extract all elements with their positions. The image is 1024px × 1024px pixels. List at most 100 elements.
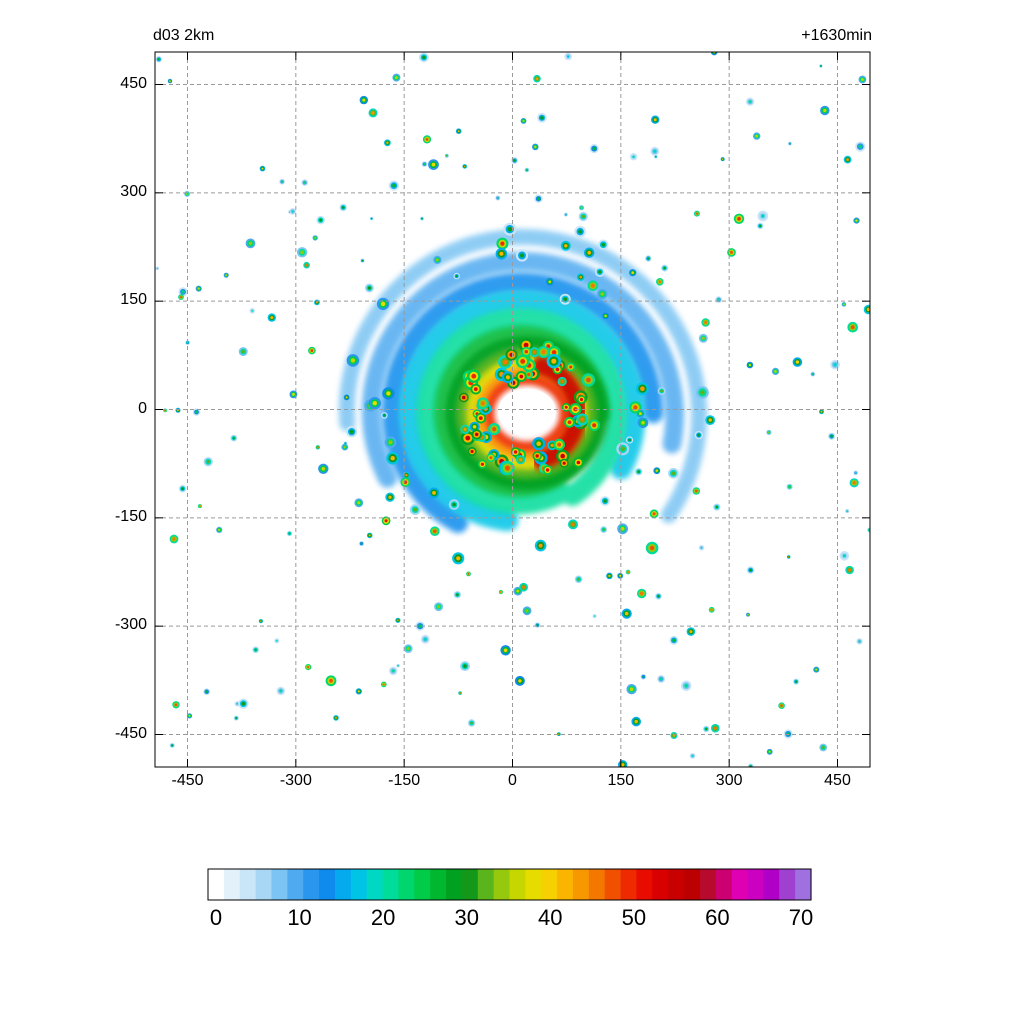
convective-cell-257 <box>384 139 391 147</box>
convective-cell-147 <box>216 526 223 534</box>
convective-cell-57 <box>515 371 527 382</box>
convective-cell-185 <box>705 415 716 425</box>
convective-cell-103 <box>600 526 608 533</box>
convective-cell-180 <box>286 530 293 537</box>
convective-cell-264 <box>333 715 339 721</box>
rainband-3 <box>398 289 646 532</box>
convective-cell-53 <box>515 354 530 369</box>
convective-cell-287 <box>238 698 249 709</box>
colorbar-swatch-29 <box>668 869 685 900</box>
convective-cell-234 <box>252 646 259 653</box>
convective-cell-268 <box>315 445 320 450</box>
colorbar-swatch-18 <box>493 869 511 900</box>
colorbar-tick-label: 20 <box>370 905 396 930</box>
colorbar-swatch-9 <box>350 869 368 900</box>
convective-cell-41 <box>521 346 532 357</box>
colorbar-swatch-2 <box>239 869 257 900</box>
convective-cell-252 <box>863 304 870 315</box>
convective-cell-50 <box>577 395 586 404</box>
convective-cell-68 <box>458 392 469 403</box>
x-tick-label: 150 <box>607 772 635 789</box>
convective-cell-289 <box>195 285 202 292</box>
convective-cell-87 <box>637 417 649 429</box>
convective-cell-230 <box>495 195 501 201</box>
colorbar-swatch-21 <box>541 869 558 900</box>
convective-cell-80 <box>382 387 395 400</box>
colorbar-swatch-6 <box>303 869 320 900</box>
convective-cell-164 <box>819 743 828 752</box>
convective-cell-56 <box>573 457 584 468</box>
convective-cell-175 <box>654 154 658 159</box>
colorbar-tick-label: 0 <box>209 905 223 930</box>
colorbar-swatch-1 <box>223 869 241 900</box>
convective-cell-265 <box>172 701 180 709</box>
convective-cell-284 <box>533 74 541 83</box>
x-tick-label: -450 <box>171 772 204 789</box>
convective-cell-304 <box>786 483 793 490</box>
colorbar-swatch-32 <box>715 869 733 900</box>
convective-cells <box>155 52 870 767</box>
convective-cell-170 <box>444 153 449 158</box>
convective-cell-113 <box>386 451 400 465</box>
convective-cell-224 <box>701 318 710 327</box>
convective-cell-166 <box>786 555 791 559</box>
convective-cell-116 <box>384 436 397 449</box>
convective-cell-305 <box>771 367 780 375</box>
convective-cell-311 <box>514 675 525 686</box>
convective-cell-64 <box>476 397 489 410</box>
y-tick-label: 300 <box>120 182 147 200</box>
convective-cell-204 <box>810 371 816 377</box>
convective-cell-58 <box>477 459 487 469</box>
convective-cell-286 <box>366 532 373 539</box>
convective-cell-242 <box>853 470 859 476</box>
convective-cell-120 <box>430 526 440 536</box>
colorbar-tick-label: 50 <box>621 905 647 930</box>
colorbar-swatch-17 <box>477 869 495 900</box>
convective-cell-112 <box>343 394 350 401</box>
convective-cell-312 <box>368 108 378 118</box>
convective-cell-40 <box>576 413 589 426</box>
convective-cell-190 <box>308 346 316 355</box>
convective-cell-181 <box>746 566 755 574</box>
convective-cell-291 <box>640 673 647 680</box>
convective-cell-290 <box>644 255 652 262</box>
colorbar-swatch-30 <box>684 869 701 900</box>
colorbar-tick-label: 10 <box>287 905 312 930</box>
convective-cell-300 <box>689 753 696 759</box>
convective-cell-249 <box>720 157 725 162</box>
colorbar-swatch-13 <box>414 869 431 900</box>
convective-cell-118 <box>448 499 460 510</box>
axis-ticks <box>155 52 870 767</box>
convective-cell-90 <box>503 222 517 236</box>
convective-cell-260 <box>186 713 193 719</box>
convective-cell-285 <box>637 588 647 599</box>
convective-cell-270 <box>563 212 568 217</box>
convective-cell-183 <box>276 686 286 696</box>
convective-cell-298 <box>203 688 211 696</box>
convective-cell-60 <box>559 458 569 468</box>
colorbar-swatch-7 <box>319 869 336 900</box>
convective-cell-205 <box>847 321 858 333</box>
convective-cell-109 <box>346 426 358 438</box>
convective-cell-293 <box>629 269 637 277</box>
convective-cell-84 <box>653 467 661 475</box>
convective-cell-280 <box>169 534 179 544</box>
convective-cell-128 <box>669 635 679 645</box>
x-tick-label: -300 <box>279 772 312 789</box>
convective-cell-269 <box>727 248 736 257</box>
colorbar-swatch-19 <box>509 869 526 900</box>
convective-cell-167 <box>395 617 401 623</box>
convective-cell-100 <box>629 401 642 414</box>
convective-cell-296 <box>415 621 425 631</box>
convective-cell-292 <box>318 463 329 474</box>
convective-cell-173 <box>249 308 256 314</box>
convective-cell-198 <box>853 217 860 224</box>
y-tick-label: -450 <box>114 724 147 742</box>
convective-cell-226 <box>289 208 297 215</box>
convective-cell-276 <box>462 164 468 169</box>
convective-cell-229 <box>238 347 248 357</box>
convective-cell-137 <box>192 408 201 416</box>
convective-cell-294 <box>733 213 745 224</box>
convective-cell-134 <box>680 680 692 692</box>
x-tick-label: 300 <box>715 772 743 789</box>
